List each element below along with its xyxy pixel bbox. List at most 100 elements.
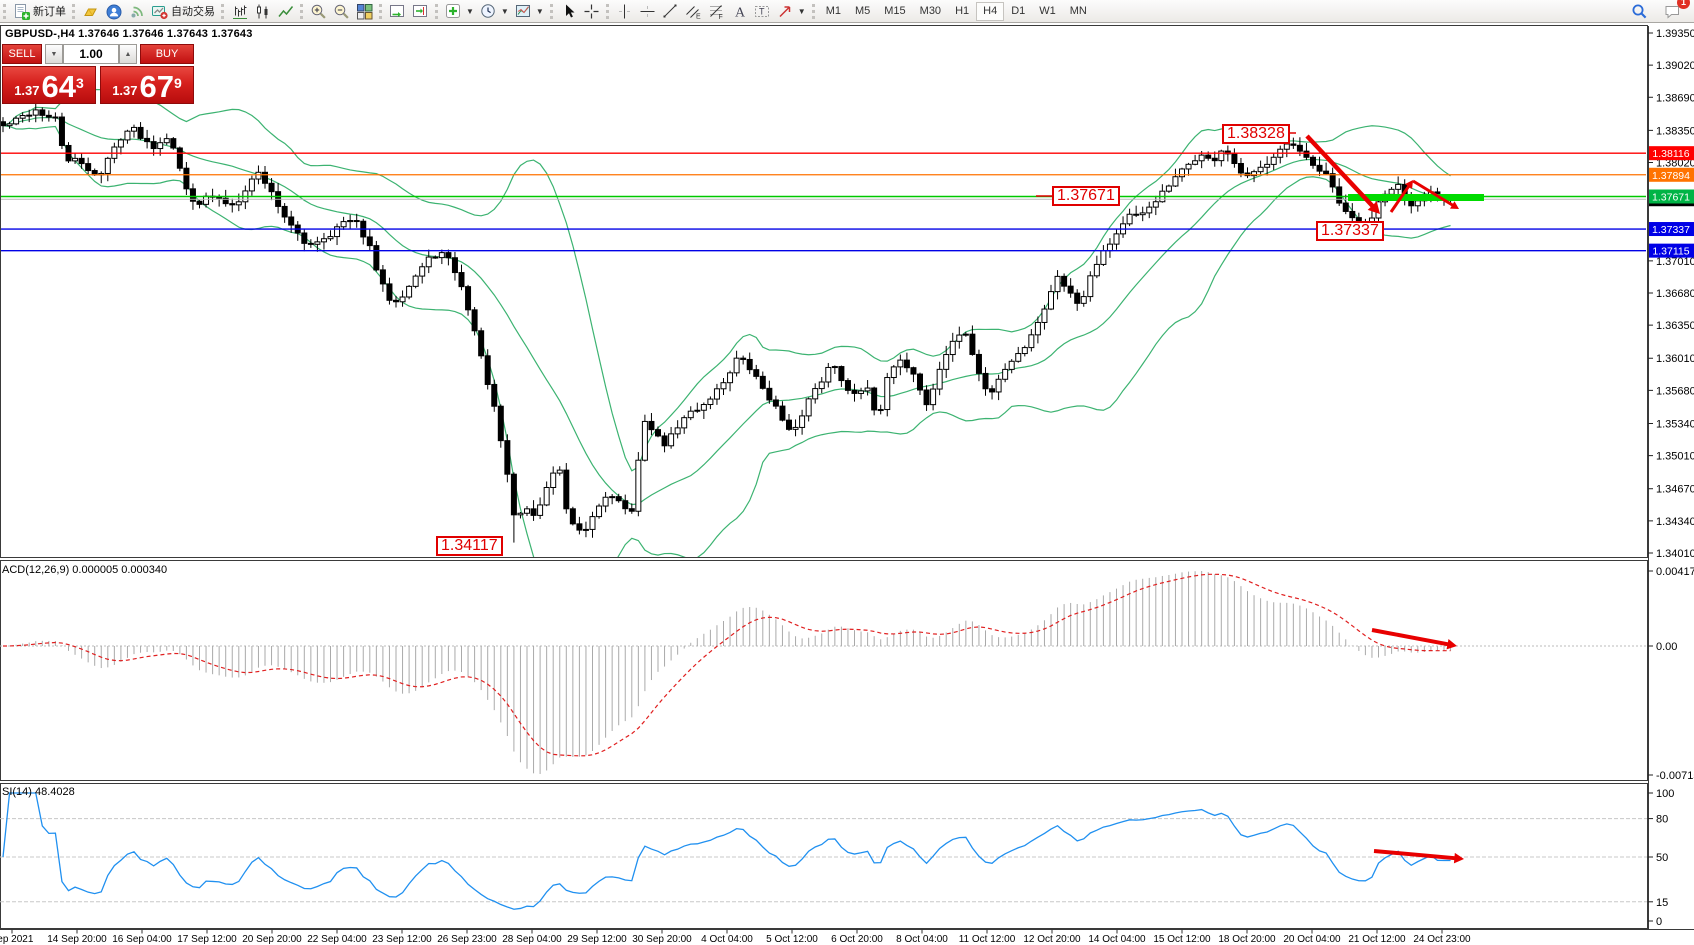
timeframe-m15-button[interactable]: M15 (884, 4, 906, 17)
channel-icon: E (685, 5, 701, 20)
volume-increase-button[interactable]: ▲ (119, 44, 137, 64)
cursor-button[interactable] (558, 1, 579, 21)
svg-text:21 Oct 12:00: 21 Oct 12:00 (1348, 934, 1406, 945)
sell-price-prefix: 1.37 (14, 83, 40, 98)
timeframe-m5-button[interactable]: M5 (854, 4, 871, 17)
price-callout[interactable]: 1.37671 (1052, 186, 1120, 206)
toolbar: 新订单 自动交易 ▼ ▼ ▼ E F A T ▼ M1 M5 M15 M30 H1 H4 D1 W1 MN 1 (0, 0, 1694, 23)
timeframe-h4-button[interactable]: H4 (977, 2, 1004, 20)
svg-text:28 Sep 04:00: 28 Sep 04:00 (502, 934, 562, 945)
sell-button[interactable]: SELL (2, 44, 42, 64)
rsi-label: SI(14) 48.4028 (2, 786, 75, 798)
toolbar-grip (549, 3, 553, 19)
chat-button[interactable]: 1 (1662, 0, 1690, 21)
svg-text:12 Oct 20:00: 12 Oct 20:00 (1023, 934, 1081, 945)
buy-price-button[interactable]: 1.37 67 9 (100, 66, 194, 104)
toolbar-grip (605, 3, 609, 19)
search-icon (1632, 4, 1647, 18)
toolbar-grip (379, 3, 382, 19)
timeframe-d1-button[interactable]: D1 (1011, 4, 1026, 17)
price-callout[interactable]: 1.38328 (1222, 124, 1290, 144)
zoom-in-button[interactable] (308, 1, 329, 21)
zoom-out-icon (334, 4, 349, 19)
svg-text:1.37115: 1.37115 (1652, 246, 1689, 258)
new-order-icon (15, 3, 30, 20)
sell-price-button[interactable]: 1.37 64 3 (2, 66, 96, 104)
svg-text:1.38116: 1.38116 (1652, 148, 1689, 160)
svg-text:1.35010: 1.35010 (1656, 451, 1694, 463)
svg-text:1.39350: 1.39350 (1656, 28, 1694, 40)
candle-chart-button[interactable] (252, 1, 273, 21)
indicators-button[interactable]: ▼ (443, 1, 476, 21)
search-button[interactable] (1629, 1, 1650, 21)
toolbar-grip (435, 3, 438, 19)
fibo-icon: F (709, 4, 723, 20)
svg-text:16 Sep 04:00: 16 Sep 04:00 (112, 934, 172, 945)
svg-text:E: E (696, 13, 701, 20)
auto-scroll-icon (390, 4, 404, 17)
svg-text:4 Oct 04:00: 4 Oct 04:00 (701, 934, 753, 945)
zoom-out-button[interactable] (331, 1, 352, 21)
svg-text:20 Sep 20:00: 20 Sep 20:00 (242, 934, 302, 945)
period-icon (481, 3, 495, 18)
price-callout[interactable]: 1.37337 (1316, 221, 1384, 241)
periods-button[interactable]: ▼ (478, 1, 511, 21)
bar-chart-button[interactable] (229, 1, 250, 21)
new-order-button[interactable]: 新订单 (11, 1, 68, 21)
text-button[interactable]: A (729, 1, 750, 21)
svg-text:17 Sep 12:00: 17 Sep 12:00 (177, 934, 237, 945)
svg-text:18 Oct 20:00: 18 Oct 20:00 (1218, 934, 1276, 945)
community-button[interactable] (103, 1, 124, 21)
timeframe-h1-button[interactable]: H1 (955, 4, 970, 17)
trendline-button[interactable] (660, 1, 681, 21)
bar-chart-icon (233, 5, 247, 19)
svg-text:26 Sep 23:00: 26 Sep 23:00 (437, 934, 497, 945)
channel-button[interactable]: E (683, 1, 704, 21)
svg-text:0.00: 0.00 (1656, 641, 1677, 653)
label-button[interactable]: T (752, 1, 773, 21)
timeframe-m1-button[interactable]: M1 (825, 4, 841, 17)
templates-button[interactable]: ▼ (513, 1, 546, 21)
line-chart-button[interactable] (275, 1, 296, 21)
toolbar-grip (300, 3, 303, 19)
toolbar-grip (72, 3, 75, 19)
buy-price-sup: 9 (174, 75, 182, 91)
svg-text:30 Sep 20:00: 30 Sep 20:00 (632, 934, 692, 945)
add-indicator-icon (446, 3, 460, 18)
svg-text:1.36010: 1.36010 (1656, 353, 1694, 365)
timeframe-mn-button[interactable]: MN (1069, 4, 1087, 17)
hline-button[interactable] (637, 1, 658, 21)
sell-price-big: 64 (41, 69, 76, 104)
timeframe-m30-button[interactable]: M30 (919, 4, 942, 17)
chevron-down-icon: ▼ (535, 6, 544, 16)
svg-text:-0.007153: -0.007153 (1656, 770, 1694, 782)
toolbar-grip (3, 3, 6, 19)
svg-text:23 Sep 12:00: 23 Sep 12:00 (372, 934, 432, 945)
label-icon: T (754, 5, 769, 17)
svg-text:0: 0 (1656, 916, 1662, 928)
svg-text:15: 15 (1656, 897, 1668, 909)
buy-price-big: 67 (139, 69, 174, 104)
fibo-button[interactable]: F (706, 1, 727, 21)
svg-text:14 Sep 20:00: 14 Sep 20:00 (47, 934, 107, 945)
shapes-icon (779, 5, 791, 17)
shapes-button[interactable]: ▼ (775, 1, 808, 21)
candle-chart-icon (257, 4, 268, 18)
price-callout[interactable]: 1.34117 (436, 536, 503, 556)
buy-button[interactable]: BUY (140, 44, 194, 64)
signals-button[interactable] (126, 1, 147, 21)
auto-scroll-button[interactable] (387, 1, 408, 21)
tile-windows-button[interactable] (354, 1, 375, 21)
svg-text:1.34670: 1.34670 (1656, 484, 1694, 496)
timeframe-w1-button[interactable]: W1 (1039, 4, 1056, 17)
vline-button[interactable] (614, 1, 635, 21)
autotrade-button[interactable]: 自动交易 (149, 1, 217, 21)
market-button[interactable] (80, 1, 101, 21)
volume-decrease-button[interactable]: ▼ (45, 44, 63, 64)
signals-icon (131, 6, 143, 17)
svg-text:1.37337: 1.37337 (1652, 224, 1690, 236)
chart-shift-button[interactable] (410, 1, 431, 21)
crosshair-button[interactable] (581, 1, 602, 21)
volume-input[interactable]: 1.00 (63, 44, 119, 64)
